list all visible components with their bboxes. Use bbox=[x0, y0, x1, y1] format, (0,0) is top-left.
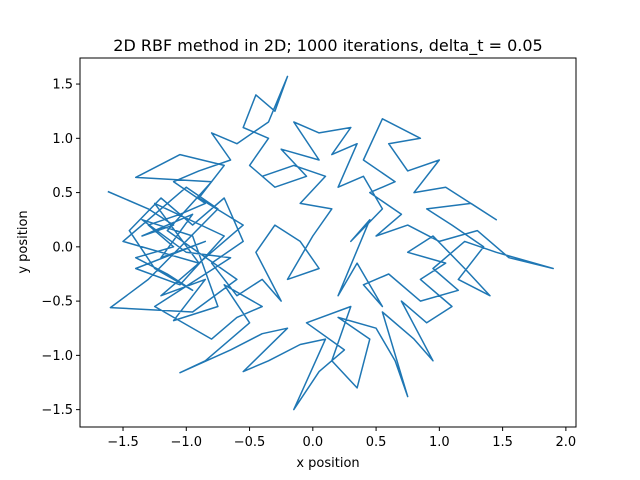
x-tick-label: 0.5 bbox=[366, 435, 387, 450]
y-tick-label: 0.5 bbox=[52, 186, 73, 201]
y-tick-label: −1.5 bbox=[41, 403, 73, 418]
plot-background bbox=[80, 58, 576, 427]
y-tick-label: −0.5 bbox=[41, 295, 73, 310]
plot-area bbox=[80, 58, 576, 427]
y-axis-label: y position bbox=[16, 210, 31, 273]
chart-title: 2D RBF method in 2D; 1000 iterations, de… bbox=[113, 36, 542, 56]
x-tick-label: −1.0 bbox=[170, 435, 202, 450]
axes-frame bbox=[79, 57, 577, 428]
x-tick-label: −1.5 bbox=[107, 435, 139, 450]
x-tick-label: 2.0 bbox=[556, 435, 577, 450]
x-tick-label: 0.0 bbox=[302, 435, 323, 450]
y-axis: −1.5 −1.0 −0.5 0.0 0.5 1.0 1.5 bbox=[41, 78, 80, 418]
x-axis-label: x position bbox=[296, 456, 359, 471]
series-line-trajectory bbox=[107, 75, 554, 411]
x-tick-label: −0.5 bbox=[234, 435, 266, 450]
x-tick-label: 1.0 bbox=[429, 435, 450, 450]
y-tick-label: −1.0 bbox=[41, 349, 73, 364]
y-tick-label: 0.0 bbox=[52, 240, 73, 255]
y-tick-label: 1.5 bbox=[52, 78, 73, 93]
x-axis: −1.5 −1.0 −0.5 0.0 0.5 1.0 1.5 2.0 bbox=[107, 427, 576, 450]
x-tick-label: 1.5 bbox=[492, 435, 513, 450]
y-tick-label: 1.0 bbox=[52, 132, 73, 147]
